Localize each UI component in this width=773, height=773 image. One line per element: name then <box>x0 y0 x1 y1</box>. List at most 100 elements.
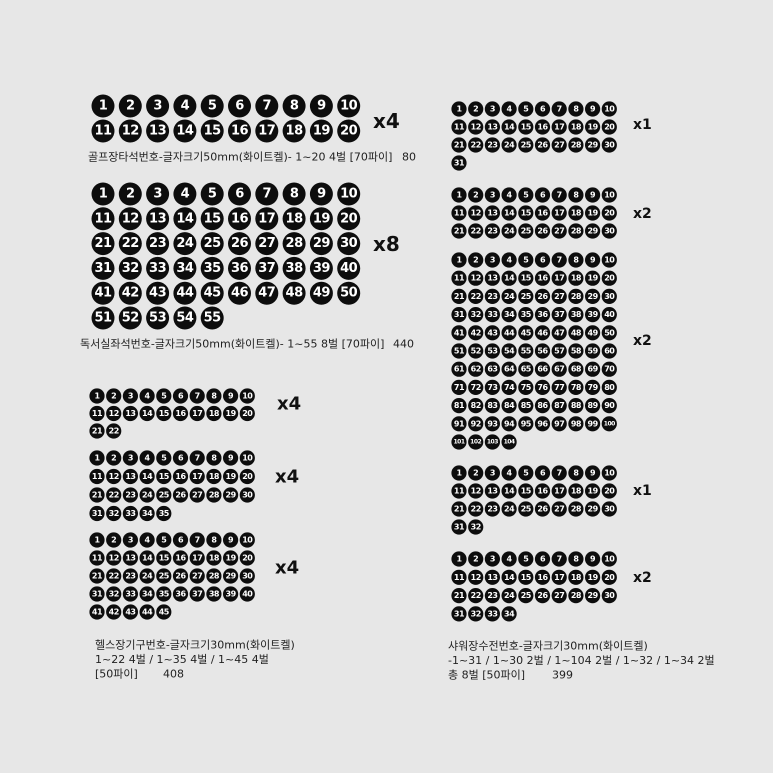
sticker <box>468 519 484 535</box>
sticker <box>501 325 517 341</box>
sticker-number: 90 <box>604 401 615 410</box>
sticker-number: 38 <box>209 590 220 599</box>
sticker-number: 20 <box>604 274 615 283</box>
sticker <box>484 252 500 268</box>
sticker-number: 20 <box>242 472 253 481</box>
sticker <box>173 232 197 256</box>
sticker <box>172 468 189 485</box>
price: 80 <box>402 151 416 164</box>
sticker-number: 11 <box>454 209 465 218</box>
sticker <box>239 532 255 548</box>
sticker <box>146 207 170 231</box>
sticker <box>172 450 189 466</box>
sticker <box>451 137 467 153</box>
sticker-number: 27 <box>192 572 202 581</box>
sticker <box>172 550 189 566</box>
sticker-number: 3 <box>128 392 133 401</box>
sticker <box>484 551 500 567</box>
sticker-number: 23 <box>487 505 497 514</box>
sticker <box>501 551 517 567</box>
sticker <box>484 379 500 395</box>
sticker-number: 47 <box>258 286 276 301</box>
sticker-number: 2 <box>473 256 478 265</box>
sticker <box>309 182 333 206</box>
sticker-number: 1 <box>94 392 100 401</box>
caption-line: 총 8벌 [50파이] <box>448 669 525 682</box>
sticker <box>468 379 484 395</box>
sticker-number: 28 <box>571 505 582 514</box>
sticker <box>601 465 617 481</box>
sticker <box>118 232 142 256</box>
sticker-number: 57 <box>554 347 564 356</box>
sticker <box>601 223 617 239</box>
sticker-number: 13 <box>487 123 497 132</box>
sticker-number: 16 <box>537 274 548 283</box>
sticker <box>189 532 205 548</box>
sticker-number: 22 <box>471 591 481 600</box>
sticker <box>568 465 584 481</box>
sticker-number: 7 <box>263 99 272 114</box>
sticker <box>106 604 122 620</box>
sticker-number: 17 <box>192 554 202 563</box>
sticker-number: 51 <box>454 347 465 356</box>
sticker <box>551 270 567 286</box>
sticker <box>501 205 517 221</box>
sticker <box>534 588 551 604</box>
sticker <box>223 468 239 485</box>
sticker-number: 17 <box>554 573 564 582</box>
sticker <box>89 505 105 522</box>
sticker <box>534 569 551 585</box>
sticker <box>568 119 584 135</box>
sticker-number: 22 <box>471 141 481 150</box>
sticker-number: 14 <box>176 124 194 139</box>
price: 408 <box>163 668 184 681</box>
sticker-number: 43 <box>125 608 135 617</box>
sticker-number: 14 <box>504 487 515 496</box>
sticker-number: 1 <box>99 99 108 114</box>
sticker-number: 26 <box>231 236 249 251</box>
sticker <box>200 232 224 256</box>
sticker-number: 13 <box>487 573 497 582</box>
sticker <box>146 182 170 206</box>
sticker <box>585 187 601 203</box>
caption-line: [50파이] <box>95 668 138 681</box>
sticker <box>239 487 255 503</box>
sticker-number: 25 <box>521 591 532 600</box>
sticker-number: 25 <box>521 505 532 514</box>
sticker <box>501 187 517 203</box>
multiplier: x2 <box>633 333 652 349</box>
sticker <box>601 398 617 414</box>
sticker-number: 103 <box>487 439 498 446</box>
sticker-number: 89 <box>588 401 599 410</box>
sticker <box>156 388 172 404</box>
sticker-number: 14 <box>504 123 515 132</box>
sticker-number: 13 <box>149 124 167 139</box>
sticker <box>568 483 584 499</box>
sticker <box>451 155 467 171</box>
sticker <box>146 306 170 330</box>
sticker-number: 39 <box>226 590 237 599</box>
sticker <box>122 388 138 404</box>
sticker <box>451 288 467 304</box>
sticker-number: 18 <box>286 124 304 139</box>
sticker-number: 19 <box>313 211 331 226</box>
sticker <box>484 187 500 203</box>
sticker <box>139 505 155 522</box>
sticker-number: 40 <box>340 261 358 276</box>
sticker-number: 34 <box>142 509 153 518</box>
sticker <box>451 119 467 135</box>
sticker <box>239 468 255 485</box>
sticker-number: 28 <box>571 591 582 600</box>
sticker <box>468 205 484 221</box>
sticker-number: 15 <box>159 472 170 481</box>
sticker-number: 19 <box>313 124 331 139</box>
sticker-number: 24 <box>504 227 515 236</box>
sticker-number: 3 <box>128 454 133 463</box>
sticker-number: 10 <box>604 256 615 265</box>
sticker <box>468 501 484 517</box>
caption-line: 골프장타석번호-글자크기50mm(화이트켈)- 1~20 4벌 [70파이] <box>88 151 392 164</box>
sticker <box>146 256 170 280</box>
sticker <box>551 551 567 567</box>
sticker <box>484 101 500 117</box>
sticker <box>139 405 155 422</box>
